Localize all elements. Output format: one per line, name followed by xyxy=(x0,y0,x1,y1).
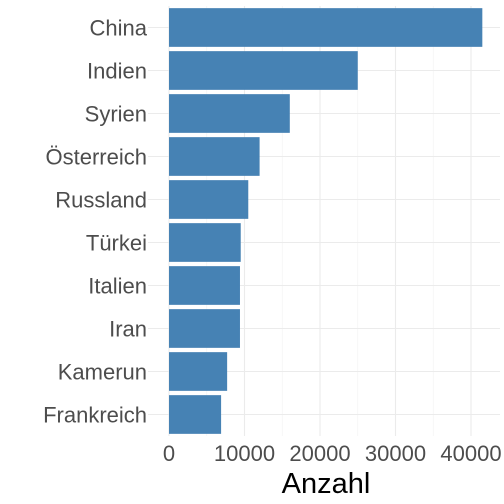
bar-6 xyxy=(169,266,240,305)
category-label: Syrien xyxy=(85,102,147,127)
bar-2 xyxy=(169,94,290,133)
category-label: Türkei xyxy=(86,231,147,256)
category-label: Iran xyxy=(109,317,147,342)
bars xyxy=(169,8,483,434)
category-label: Russland xyxy=(55,188,147,213)
bar-4 xyxy=(169,180,249,219)
x-axis-title: Anzahl xyxy=(282,468,371,500)
x-tick-label: 30000 xyxy=(365,441,426,466)
category-label: Kamerun xyxy=(58,360,147,385)
bar-9 xyxy=(169,395,222,434)
x-tick-labels: 0 10000 20000 30000 40000 xyxy=(163,441,502,466)
category-label: Italien xyxy=(88,274,147,299)
category-labels: China Indien Syrien Österreich Russland Türke… xyxy=(43,16,148,428)
x-tick-label: 20000 xyxy=(289,441,350,466)
category-label: Frankreich xyxy=(43,403,147,428)
x-tick-label: 10000 xyxy=(214,441,275,466)
bar-1 xyxy=(169,51,358,90)
bar-0 xyxy=(169,8,483,47)
category-label: China xyxy=(90,16,148,41)
bar-8 xyxy=(169,352,228,391)
x-tick-label: 40000 xyxy=(440,441,501,466)
bar-3 xyxy=(169,137,260,176)
x-tick-label: 0 xyxy=(163,441,175,466)
category-label: Österreich xyxy=(46,145,147,170)
bar-7 xyxy=(169,309,240,348)
category-label: Indien xyxy=(87,59,147,84)
bar-5 xyxy=(169,223,241,262)
